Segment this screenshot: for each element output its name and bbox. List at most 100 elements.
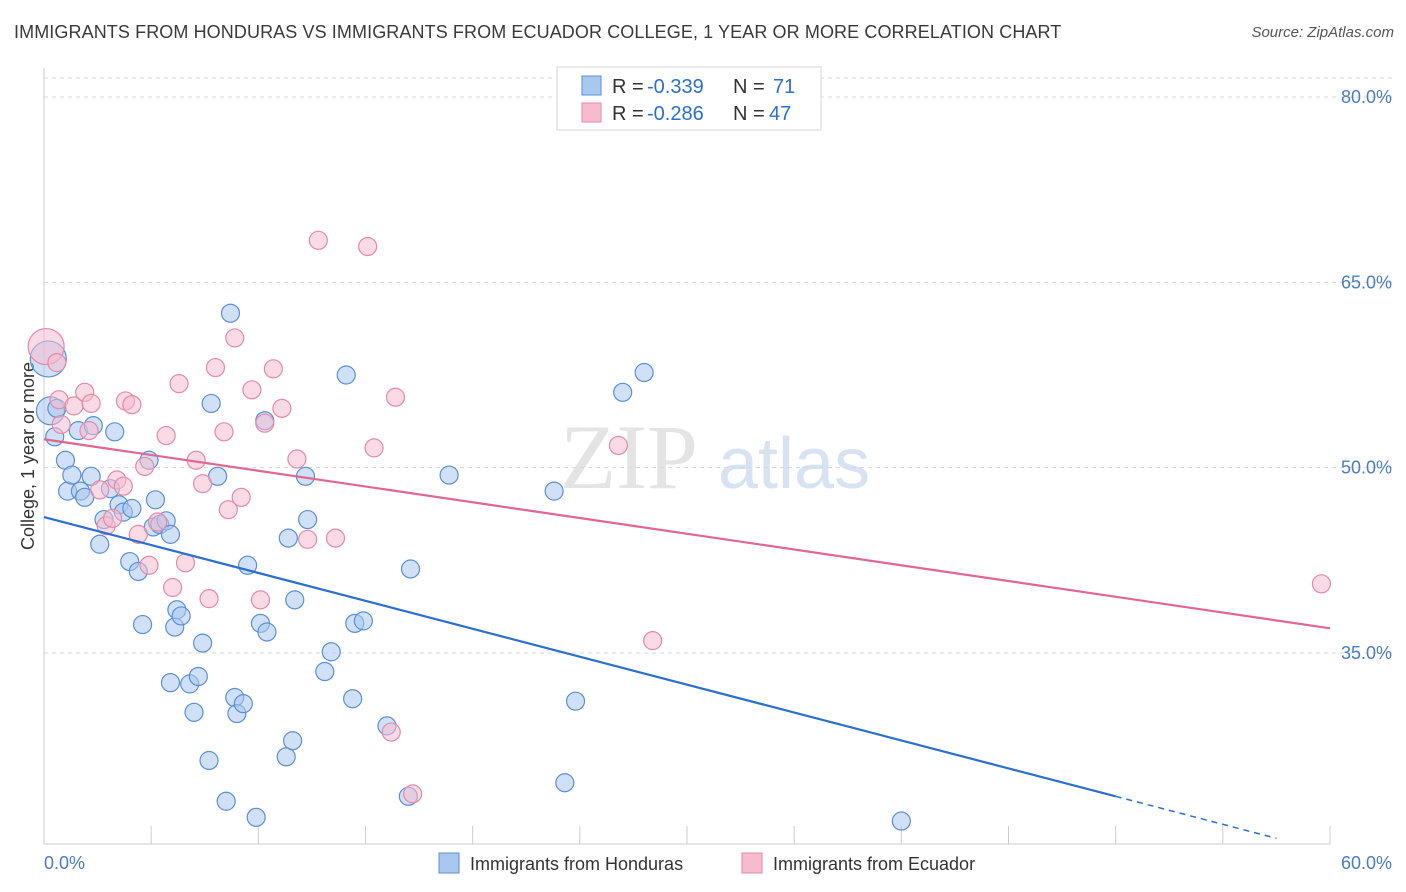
- honduras-point-52: [285, 590, 305, 610]
- ecuador-point-45: [608, 435, 629, 456]
- honduras-point-24: [145, 490, 166, 510]
- honduras-point-35: [193, 633, 213, 653]
- ecuador-point-1: [47, 353, 67, 373]
- honduras-point-68: [613, 382, 633, 402]
- y-tick-label-65: 65.0%: [1341, 272, 1392, 292]
- ecuador-point-7: [79, 421, 99, 441]
- ecuador-point-26: [205, 357, 226, 378]
- y-tick-label-50: 50.0%: [1341, 458, 1392, 478]
- x-ticks: [43, 826, 1331, 844]
- honduras-point-6: [62, 465, 82, 485]
- legend-n-label-honduras: N =: [733, 76, 765, 98]
- ecuador-point-14: [122, 395, 142, 415]
- bottom-legend-label-honduras: Immigrants from Honduras: [470, 854, 683, 874]
- honduras-point-56: [321, 642, 341, 662]
- ecuador-point-46: [643, 631, 663, 651]
- honduras-point-51: [283, 731, 303, 751]
- honduras-point-9: [81, 466, 101, 486]
- honduras-point-60: [353, 611, 373, 631]
- honduras-point-67: [565, 691, 586, 711]
- y-tick-label-35: 35.0%: [1341, 643, 1392, 663]
- legend-r-value-ecuador: -0.286: [647, 103, 704, 125]
- watermark: ZIP atlas: [560, 406, 870, 508]
- honduras-point-64: [439, 465, 459, 485]
- bottom-legend-label-ecuador: Immigrants from Ecuador: [773, 854, 975, 874]
- ecuador-point-27: [214, 422, 234, 442]
- ecuador-point-18: [147, 512, 168, 532]
- legend-n-value-ecuador: 47: [769, 103, 791, 125]
- x-tick-label-max: 60.0%: [1341, 853, 1392, 873]
- ecuador-point-25: [199, 589, 219, 609]
- ecuador-point-12: [113, 476, 133, 496]
- honduras-point-49: [276, 747, 296, 767]
- ecuador-point-17: [139, 555, 159, 575]
- honduras-point-37: [201, 393, 221, 414]
- legend-r-label-ecuador: R =: [612, 103, 644, 125]
- ecuador-point-43: [381, 722, 401, 742]
- ecuador-point-32: [250, 590, 271, 610]
- legend-swatch-ecuador: [581, 102, 602, 123]
- legend-r-label-honduras: R =: [612, 76, 644, 98]
- honduras-point-15: [105, 422, 125, 442]
- watermark-atlas: atlas: [718, 424, 870, 504]
- ecuador-point-29: [225, 328, 245, 348]
- y-tick-labels: 35.0% 50.0% 65.0% 80.0%: [1341, 87, 1392, 663]
- bottom-legend-swatch-honduras: [438, 852, 460, 874]
- series-honduras-points: [29, 303, 911, 831]
- source-label: Source: ZipAtlas.com: [1251, 24, 1394, 41]
- ecuador-point-47: [1311, 574, 1332, 594]
- ecuador-point-44: [403, 784, 423, 804]
- trendlines: [43, 438, 1331, 840]
- legend-r-value-honduras: -0.339: [647, 76, 704, 98]
- honduras-point-69: [634, 362, 654, 383]
- ecuador-point-39: [325, 528, 346, 548]
- trendline-ecuador: [43, 438, 1331, 630]
- ecuador-point-16: [135, 456, 155, 477]
- honduras-point-66: [555, 773, 575, 793]
- ecuador-point-40: [358, 236, 378, 257]
- honduras-point-21: [132, 614, 153, 635]
- honduras-point-54: [298, 509, 318, 530]
- watermark-zip: ZIP: [560, 406, 698, 508]
- honduras-point-55: [315, 661, 335, 682]
- ecuador-point-21: [169, 374, 189, 394]
- ecuador-point-33: [255, 413, 275, 433]
- honduras-point-58: [343, 689, 363, 709]
- chart-title: IMMIGRANTS FROM HONDURAS VS IMMIGRANTS F…: [14, 22, 1062, 42]
- legend-n-value-honduras: 71: [773, 76, 795, 98]
- honduras-point-39: [216, 791, 236, 811]
- x-tick-label-min: 0.0%: [44, 853, 85, 873]
- honduras-point-63: [400, 559, 421, 579]
- ecuador-point-24: [193, 474, 213, 494]
- honduras-point-57: [336, 365, 356, 385]
- correlation-legend: R = -0.339 N = 71 R = -0.286 N = 47: [556, 66, 822, 131]
- honduras-point-70: [891, 811, 911, 831]
- ecuador-point-19: [156, 425, 176, 446]
- ecuador-point-10: [102, 508, 123, 528]
- y-tick-label-80: 80.0%: [1341, 87, 1392, 107]
- honduras-point-48: [257, 622, 277, 642]
- honduras-point-50: [278, 528, 298, 548]
- legend-swatch-honduras: [581, 75, 602, 96]
- ecuador-point-36: [287, 449, 307, 469]
- ecuador-point-37: [298, 529, 318, 549]
- y-axis-title: College, 1 year or more: [18, 362, 38, 550]
- ecuador-point-41: [364, 438, 384, 458]
- ecuador-point-38: [308, 230, 328, 250]
- ecuador-point-28: [218, 500, 238, 520]
- ecuador-point-8: [90, 480, 110, 500]
- ecuador-point-30: [231, 487, 251, 507]
- honduras-point-19: [122, 498, 142, 519]
- honduras-point-28: [160, 524, 181, 544]
- ecuador-point-35: [272, 398, 292, 418]
- ecuador-point-6: [81, 393, 101, 414]
- honduras-point-27: [160, 673, 181, 693]
- honduras-point-45: [246, 807, 266, 827]
- ecuador-point-2: [51, 414, 71, 435]
- honduras-point-12: [90, 534, 110, 554]
- honduras-point-40: [220, 303, 241, 323]
- trendline-honduras-extension: [1115, 795, 1277, 840]
- ecuador-point-34: [263, 359, 283, 379]
- honduras-point-31: [171, 606, 191, 626]
- series-ecuador-points: [27, 230, 1332, 804]
